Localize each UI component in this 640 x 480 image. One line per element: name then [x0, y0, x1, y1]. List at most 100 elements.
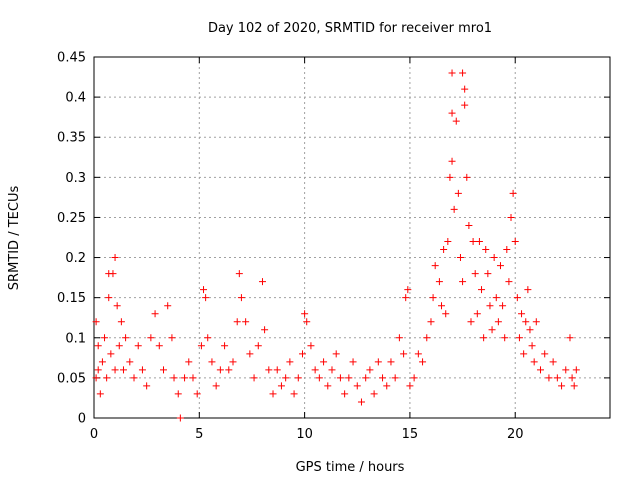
data-point: [494, 318, 502, 326]
data-point: [404, 286, 412, 294]
data-point: [528, 342, 536, 350]
data-point: [254, 342, 262, 350]
data-point: [204, 334, 212, 342]
data-point: [258, 278, 266, 286]
data-point: [233, 318, 241, 326]
data-point: [181, 374, 189, 382]
data-point: [315, 374, 323, 382]
data-point: [92, 318, 100, 326]
chart-title: Day 102 of 2020, SRMTID for receiver mro…: [208, 21, 492, 36]
data-point: [448, 157, 456, 165]
data-point: [391, 374, 399, 382]
y-tick-label: 0.1: [65, 331, 86, 346]
data-point: [522, 318, 530, 326]
data-point: [383, 382, 391, 390]
data-point: [572, 366, 580, 374]
y-tick-label: 0.45: [57, 51, 86, 66]
data-point: [505, 278, 513, 286]
data-point: [366, 366, 374, 374]
data-point: [320, 358, 328, 366]
y-tick-label: 0.25: [57, 211, 86, 226]
x-tick-label: 20: [507, 427, 524, 442]
x-tick-label: 10: [296, 427, 313, 442]
data-point: [168, 334, 176, 342]
data-point: [155, 342, 163, 350]
data-point: [452, 117, 460, 125]
data-point: [362, 374, 370, 382]
data-point: [486, 302, 494, 310]
data-point: [400, 350, 408, 358]
data-point: [492, 294, 500, 302]
data-point: [450, 205, 458, 213]
data-point: [353, 382, 361, 390]
data-point: [501, 334, 509, 342]
data-point: [200, 286, 208, 294]
data-point: [208, 358, 216, 366]
data-point: [193, 390, 201, 398]
data-point: [185, 358, 193, 366]
data-point: [341, 390, 349, 398]
data-point: [459, 69, 467, 77]
data-point: [115, 342, 123, 350]
x-tick-label: 15: [402, 427, 419, 442]
data-point: [438, 302, 446, 310]
data-point: [345, 374, 353, 382]
data-point: [549, 358, 557, 366]
data-point: [332, 350, 340, 358]
data-point: [147, 334, 155, 342]
data-point: [303, 318, 311, 326]
data-point: [541, 350, 549, 358]
data-point: [143, 382, 151, 390]
data-point: [515, 334, 523, 342]
data-point: [299, 350, 307, 358]
data-point: [558, 382, 566, 390]
x-axis-label: GPS time / hours: [296, 460, 405, 475]
data-point: [370, 390, 378, 398]
data-point: [216, 366, 224, 374]
data-point: [176, 414, 184, 422]
data-point: [357, 398, 365, 406]
data-point: [237, 294, 245, 302]
data-point: [507, 213, 515, 221]
data-point: [98, 358, 106, 366]
data-point: [484, 270, 492, 278]
data-point: [119, 366, 127, 374]
data-point: [473, 310, 481, 318]
data-point: [532, 318, 540, 326]
data-point: [349, 358, 357, 366]
data-point: [290, 390, 298, 398]
data-point: [448, 109, 456, 117]
data-point: [524, 286, 532, 294]
data-point: [229, 358, 237, 366]
data-point: [414, 350, 422, 358]
data-point: [566, 334, 574, 342]
data-point: [160, 366, 168, 374]
data-point: [202, 294, 210, 302]
data-point: [444, 238, 452, 246]
data-point: [269, 390, 277, 398]
y-tick-label: 0.4: [65, 91, 86, 106]
data-point: [387, 358, 395, 366]
data-point: [282, 374, 290, 382]
data-point: [130, 374, 138, 382]
data-point: [496, 262, 504, 270]
data-point: [513, 294, 521, 302]
data-point: [471, 270, 479, 278]
y-tick-label: 0: [78, 412, 86, 427]
data-point: [101, 334, 109, 342]
data-point: [235, 270, 243, 278]
data-point: [113, 302, 121, 310]
data-point: [448, 69, 456, 77]
data-point: [454, 189, 462, 197]
data-point: [225, 366, 233, 374]
data-point: [509, 189, 517, 197]
data-point: [379, 374, 387, 382]
data-point: [151, 310, 159, 318]
data-point: [294, 374, 302, 382]
data-point: [246, 350, 254, 358]
data-point: [423, 334, 431, 342]
data-points: [92, 69, 580, 422]
y-axis-label: SRMTID / TECUs: [7, 186, 22, 291]
data-point: [553, 374, 561, 382]
data-point: [488, 326, 496, 334]
